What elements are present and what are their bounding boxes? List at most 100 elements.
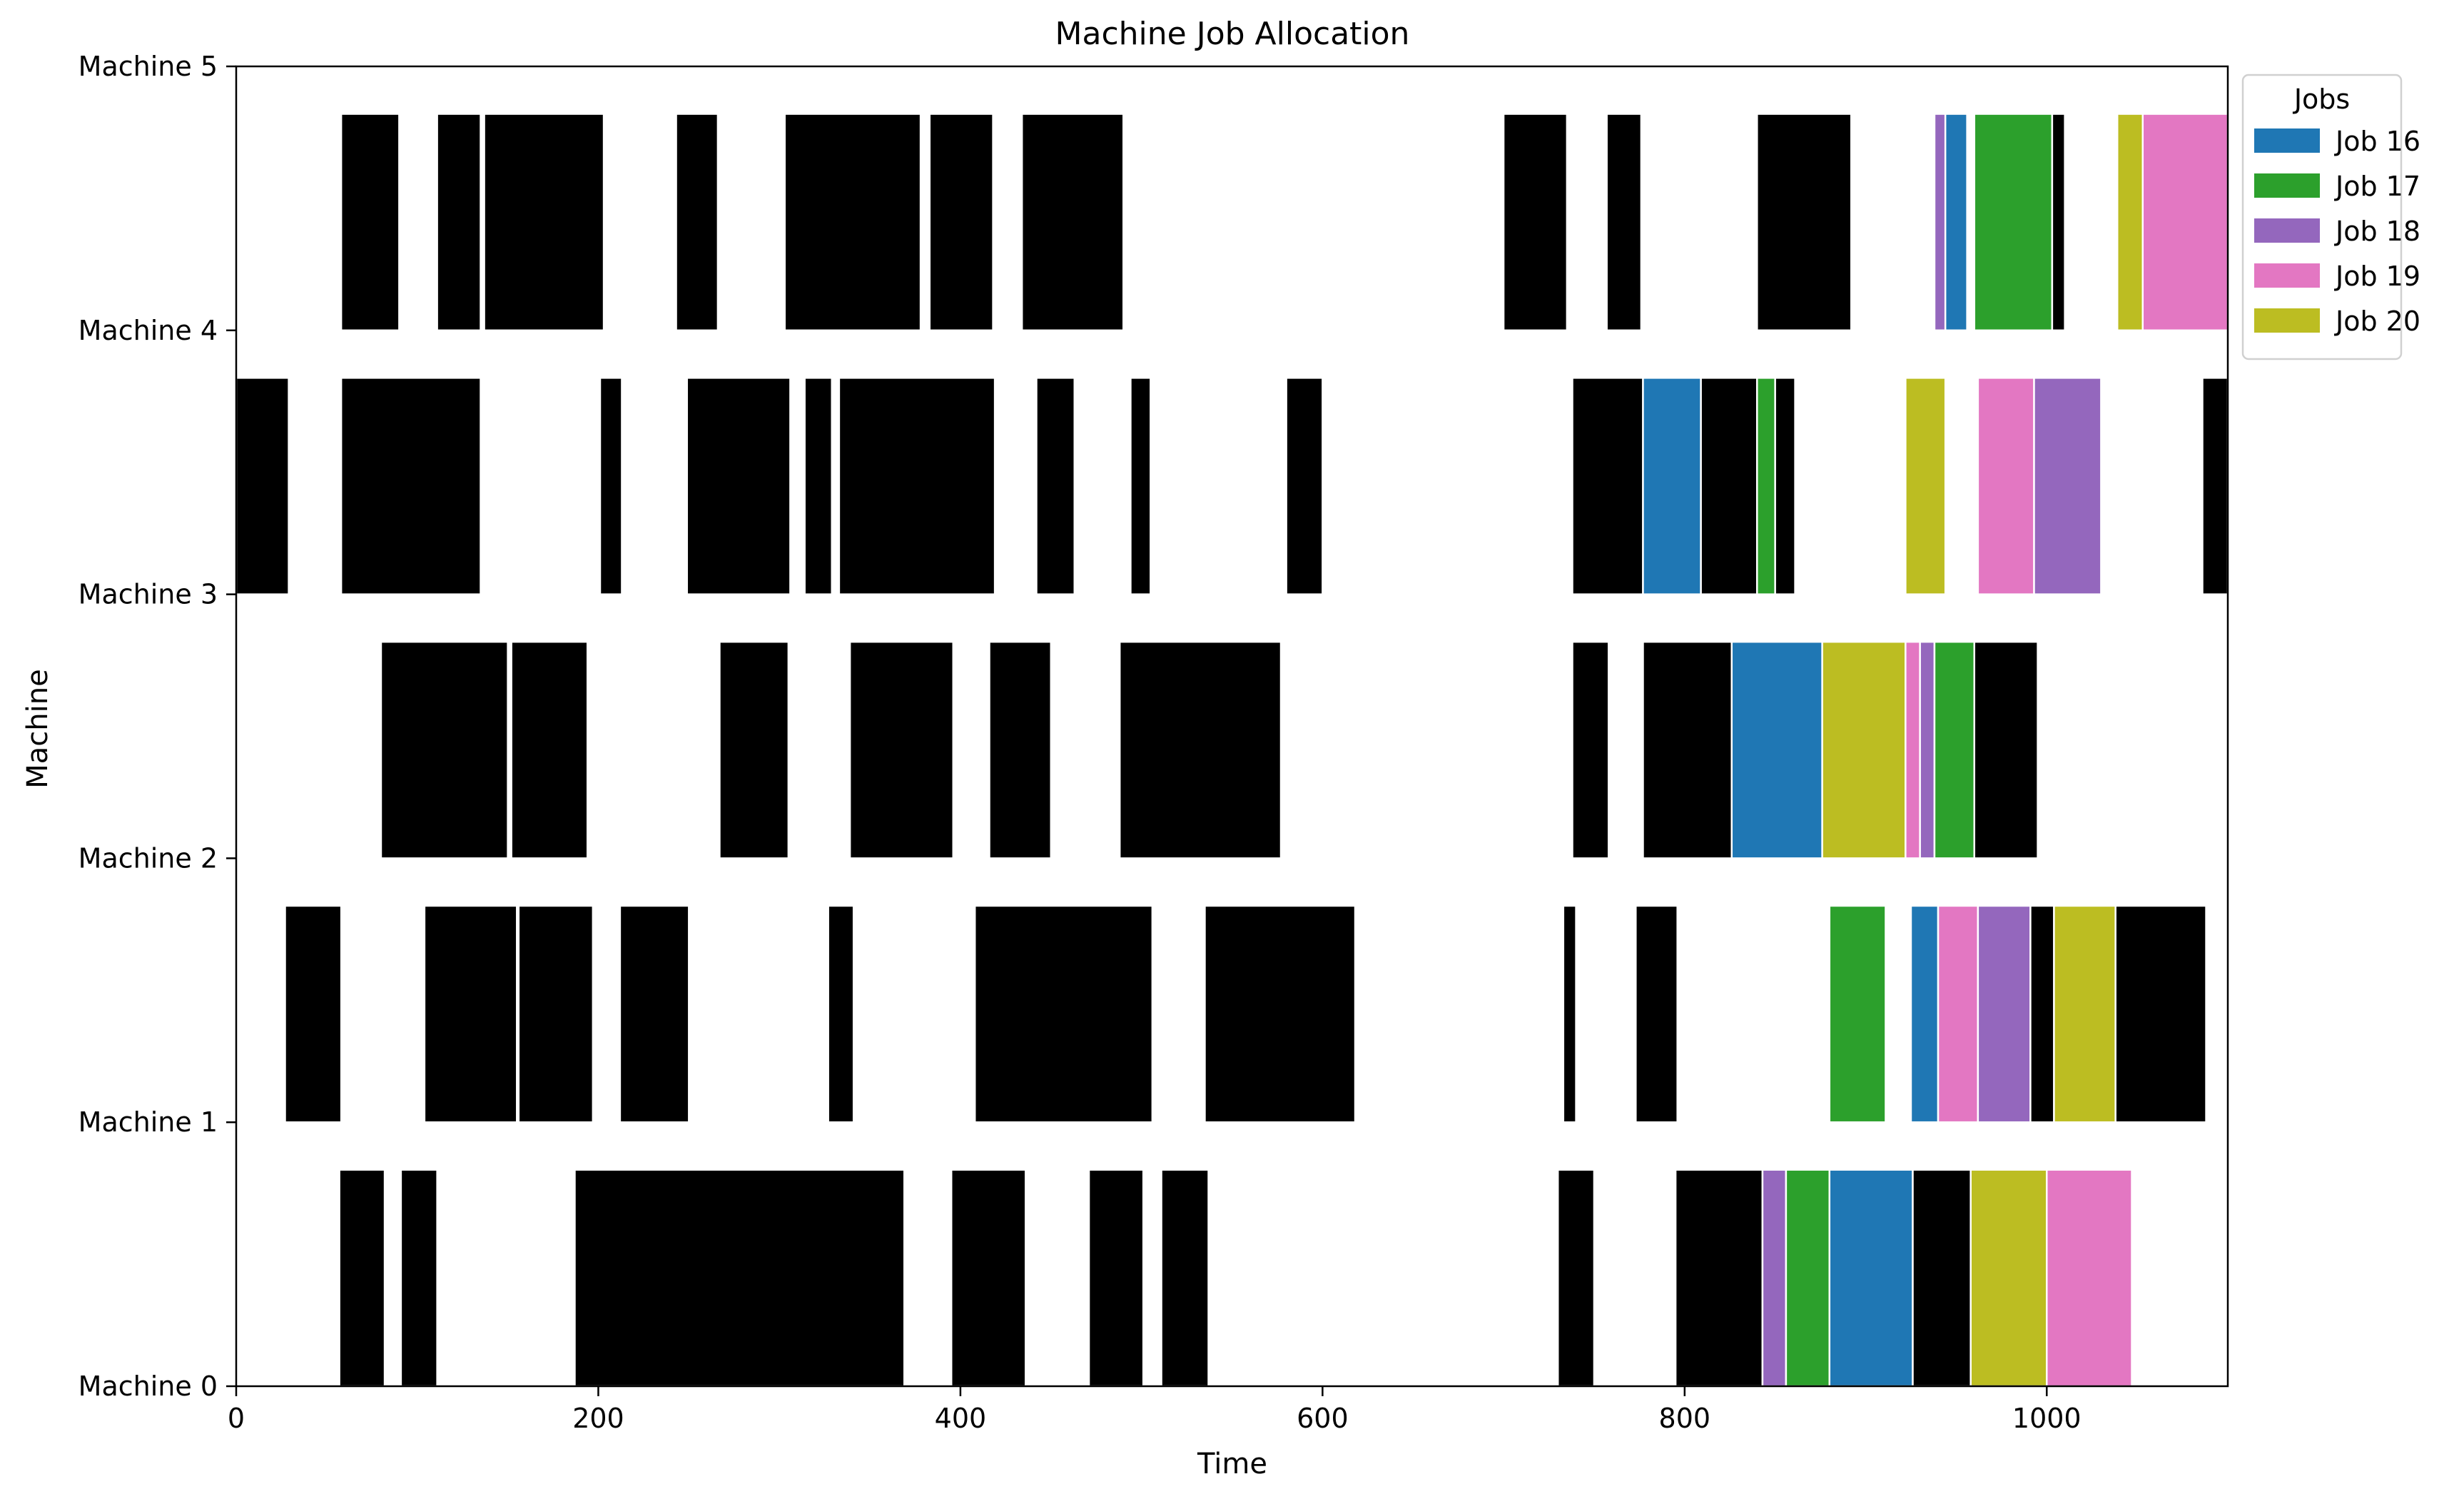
task-bar (1937, 904, 1979, 1124)
legend-label: Job 19 (2334, 261, 2420, 292)
task-bar (400, 1169, 438, 1388)
chart-title: Machine Job Allocation (1055, 16, 1410, 52)
y-tick-label: Machine 5 (78, 51, 218, 82)
task-bar (1571, 377, 1644, 595)
task-bar (675, 113, 719, 332)
task-bar (2114, 904, 2207, 1124)
task-bar (1912, 1169, 1972, 1388)
x-tick-label: 600 (1297, 1403, 1349, 1434)
task-bar (517, 904, 594, 1124)
legend: Jobs Job 16 Job 17 Job 18 Job 19 Job 20 (2241, 74, 2420, 360)
task-bar (784, 113, 922, 332)
y-tick-label: Machine 3 (78, 579, 218, 610)
task-bar (1160, 1169, 1210, 1388)
task-bar (2141, 113, 2229, 332)
task-bar (1905, 377, 1947, 595)
task-bar (2033, 377, 2102, 595)
task-bar (338, 1169, 386, 1388)
task-bar (1606, 113, 1643, 332)
task-bar (1700, 377, 1758, 595)
task-bar (284, 904, 343, 1124)
task-bar (2201, 377, 2229, 595)
task-bar (2029, 904, 2055, 1124)
task-bar (1977, 377, 2035, 595)
legend-swatch (2254, 308, 2320, 333)
task-bar (1774, 377, 1796, 595)
task-bar (1933, 113, 1947, 332)
task-bar (1130, 377, 1152, 595)
task-bar (1556, 1169, 1596, 1388)
task-bar (1020, 113, 1125, 332)
legend-label: Job 17 (2334, 171, 2420, 202)
task-bar (719, 640, 790, 859)
x-tick-label: 800 (1659, 1403, 1711, 1434)
x-tick-label: 1000 (2012, 1403, 2082, 1434)
task-bar (599, 377, 623, 595)
task-bar (1730, 640, 1823, 859)
x-tick-label: 0 (228, 1403, 245, 1434)
task-bar (340, 113, 400, 332)
legend-swatch (2254, 218, 2320, 243)
task-bar (1087, 1169, 1145, 1388)
task-bar (1562, 904, 1577, 1124)
task-bar (510, 640, 589, 859)
task-bar (1502, 113, 1568, 332)
task-bar (2053, 904, 2116, 1124)
task-bar (423, 904, 518, 1124)
task-bar (988, 640, 1053, 859)
task-bar (973, 904, 1154, 1124)
task-bar (686, 377, 791, 595)
x-axis-label: Time (1197, 1448, 1267, 1480)
x-tick-label: 200 (572, 1403, 624, 1434)
task-bar (574, 1169, 906, 1388)
task-bar (1910, 904, 1940, 1124)
task-bar (1785, 1169, 1831, 1388)
axes: 0 200 400 600 800 1000 Machine 0 Machine 1 Machi… (78, 51, 2229, 1434)
legend-swatch (2254, 128, 2320, 153)
task-bar (1821, 640, 1907, 859)
task-bar (1756, 113, 1852, 332)
task-bar (1635, 904, 1678, 1124)
task-bar (1642, 377, 1702, 595)
task-bar (1285, 377, 1324, 595)
task-bar (436, 113, 482, 332)
task-bar (340, 377, 482, 595)
y-tick-label: Machine 1 (78, 1106, 218, 1138)
task-bar (483, 113, 605, 332)
plot-frame (235, 65, 2229, 1388)
task-bar (838, 377, 996, 595)
task-bar (2046, 1169, 2133, 1388)
task-bar (380, 640, 509, 859)
task-bar (803, 377, 833, 595)
task-bar (1933, 640, 1976, 859)
task-bar (1905, 640, 1921, 859)
task-bar (1756, 377, 1776, 595)
task-bar (1944, 113, 1968, 332)
y-axis-label: Machine (21, 669, 54, 788)
y-tick-label: Machine 0 (78, 1371, 218, 1402)
legend-label: Job 18 (2334, 216, 2420, 247)
legend-swatch (2254, 263, 2320, 288)
legend-title: Jobs (2293, 84, 2350, 115)
y-tick-label: Machine 4 (78, 315, 218, 346)
task-bar (1828, 1169, 1914, 1388)
x-tick-label: 400 (935, 1403, 987, 1434)
task-bar (1642, 640, 1733, 859)
task-bar (1919, 640, 1936, 859)
task-bar (848, 640, 955, 859)
task-bar (1977, 904, 2032, 1124)
task-bar (1571, 640, 1610, 859)
legend-label: Job 16 (2334, 126, 2420, 157)
task-bars (235, 113, 2229, 1388)
task-bar (1761, 1169, 1788, 1388)
task-bar (1828, 904, 1887, 1124)
y-tick-label: Machine 2 (78, 842, 218, 874)
task-bar (1035, 377, 1076, 595)
legend-swatch (2254, 173, 2320, 198)
task-bar (1973, 113, 2054, 332)
task-bar (235, 377, 290, 595)
task-bar (1973, 640, 2039, 859)
task-bar (2051, 113, 2066, 332)
